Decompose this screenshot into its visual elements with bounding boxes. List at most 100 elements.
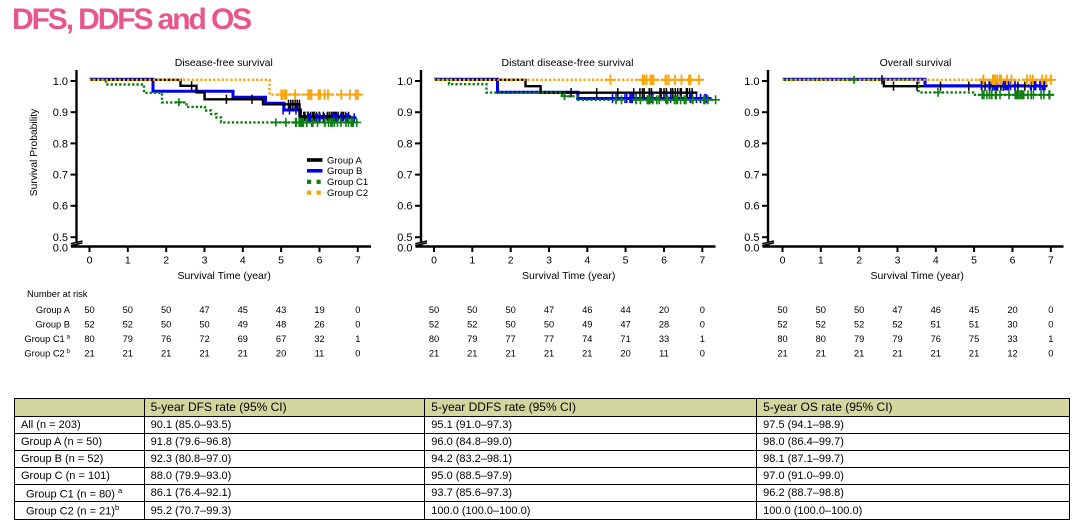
svg-text:50: 50	[161, 305, 171, 315]
svg-text:1.0: 1.0	[397, 76, 412, 88]
svg-text:2: 2	[856, 254, 862, 266]
svg-text:12: 12	[1007, 348, 1017, 358]
svg-text:33: 33	[1007, 334, 1017, 344]
svg-text:77: 77	[544, 334, 554, 344]
svg-text:45: 45	[969, 305, 979, 315]
svg-text:Group C1 a: Group C1 a	[24, 334, 70, 344]
svg-text:0.7: 0.7	[397, 170, 412, 182]
svg-text:52: 52	[816, 319, 826, 329]
svg-text:3: 3	[895, 254, 901, 266]
svg-text:47: 47	[199, 305, 209, 315]
svg-text:80: 80	[84, 334, 94, 344]
svg-text:0: 0	[1048, 348, 1053, 358]
svg-text:0: 0	[355, 305, 360, 315]
svg-text:3: 3	[546, 254, 552, 266]
svg-text:3: 3	[202, 254, 208, 266]
svg-text:50: 50	[777, 305, 787, 315]
svg-text:19: 19	[314, 305, 324, 315]
svg-text:0.6: 0.6	[397, 201, 412, 213]
svg-text:1: 1	[1048, 334, 1053, 344]
svg-text:0.9: 0.9	[744, 107, 759, 119]
svg-text:0: 0	[87, 254, 93, 266]
svg-text:2: 2	[163, 254, 169, 266]
svg-text:47: 47	[544, 305, 554, 315]
svg-text:Group B: Group B	[35, 319, 70, 329]
svg-text:20: 20	[659, 305, 669, 315]
svg-text:21: 21	[969, 348, 979, 358]
svg-text:76: 76	[161, 334, 171, 344]
svg-text:46: 46	[931, 305, 941, 315]
svg-text:80: 80	[816, 334, 826, 344]
svg-text:Disease-free survival: Disease-free survival	[175, 57, 273, 69]
svg-text:0.0: 0.0	[397, 242, 412, 254]
svg-text:0: 0	[431, 254, 437, 266]
svg-text:51: 51	[969, 319, 979, 329]
svg-text:0.5: 0.5	[744, 232, 759, 244]
svg-text:5: 5	[623, 254, 629, 266]
svg-text:Group A: Group A	[327, 155, 363, 166]
svg-text:79: 79	[892, 334, 902, 344]
svg-text:0.8: 0.8	[397, 138, 412, 150]
svg-text:21: 21	[777, 348, 787, 358]
svg-text:77: 77	[506, 334, 516, 344]
svg-text:0.6: 0.6	[53, 201, 68, 213]
svg-text:44: 44	[620, 305, 630, 315]
svg-text:51: 51	[931, 319, 941, 329]
svg-text:47: 47	[892, 305, 902, 315]
svg-text:21: 21	[123, 348, 133, 358]
svg-text:0.8: 0.8	[53, 138, 68, 150]
svg-text:Group B: Group B	[327, 166, 362, 177]
svg-text:0.9: 0.9	[53, 107, 68, 119]
svg-text:Overall survival: Overall survival	[880, 57, 952, 69]
svg-text:21: 21	[582, 348, 592, 358]
svg-text:52: 52	[123, 319, 133, 329]
svg-text:26: 26	[314, 319, 324, 329]
svg-text:80: 80	[777, 334, 787, 344]
svg-text:50: 50	[429, 305, 439, 315]
svg-text:67: 67	[276, 334, 286, 344]
svg-text:5: 5	[971, 254, 977, 266]
svg-text:52: 52	[854, 319, 864, 329]
svg-text:Survival Time (year): Survival Time (year)	[522, 270, 615, 282]
svg-text:80: 80	[429, 334, 439, 344]
svg-text:20: 20	[276, 348, 286, 358]
svg-text:48: 48	[276, 319, 286, 329]
svg-text:50: 50	[544, 319, 554, 329]
svg-text:21: 21	[161, 348, 171, 358]
svg-text:Survival Time (year): Survival Time (year)	[871, 270, 964, 282]
svg-text:7: 7	[355, 254, 361, 266]
svg-text:Survival Time (year): Survival Time (year)	[178, 270, 271, 282]
svg-text:47: 47	[620, 319, 630, 329]
svg-text:0: 0	[355, 319, 360, 329]
svg-text:0: 0	[700, 348, 705, 358]
svg-text:45: 45	[238, 305, 248, 315]
svg-text:30: 30	[1007, 319, 1017, 329]
svg-text:0.0: 0.0	[53, 242, 68, 254]
svg-text:21: 21	[199, 348, 209, 358]
svg-text:76: 76	[931, 334, 941, 344]
svg-text:49: 49	[238, 319, 248, 329]
svg-text:5: 5	[278, 254, 284, 266]
svg-text:0: 0	[355, 348, 360, 358]
svg-text:71: 71	[620, 334, 630, 344]
svg-text:50: 50	[816, 305, 826, 315]
svg-text:72: 72	[199, 334, 209, 344]
svg-text:0.7: 0.7	[744, 170, 759, 182]
svg-text:4: 4	[240, 254, 246, 266]
svg-text:7: 7	[699, 254, 705, 266]
svg-text:52: 52	[84, 319, 94, 329]
svg-text:50: 50	[199, 319, 209, 329]
svg-text:0.8: 0.8	[744, 138, 759, 150]
svg-text:28: 28	[659, 319, 669, 329]
svg-text:69: 69	[238, 334, 248, 344]
svg-text:Group C2 b: Group C2 b	[24, 348, 70, 358]
svg-text:52: 52	[429, 319, 439, 329]
svg-text:50: 50	[84, 305, 94, 315]
svg-text:50: 50	[161, 319, 171, 329]
svg-text:50: 50	[506, 319, 516, 329]
svg-text:21: 21	[429, 348, 439, 358]
svg-text:50: 50	[123, 305, 133, 315]
svg-text:21: 21	[238, 348, 248, 358]
svg-text:20: 20	[620, 348, 630, 358]
svg-text:0.5: 0.5	[53, 232, 68, 244]
